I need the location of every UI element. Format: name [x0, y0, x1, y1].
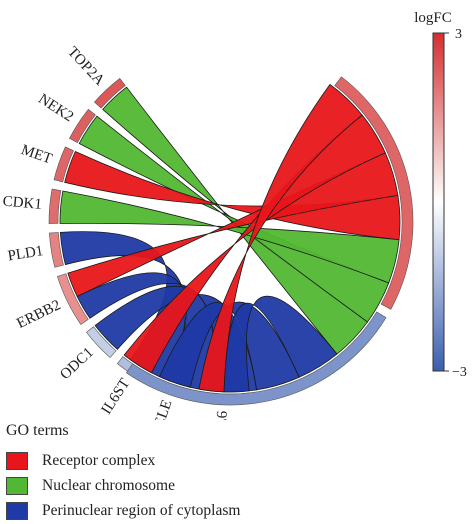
legend-item-nuclear: Nuclear chromosome — [6, 474, 240, 498]
ribbon-cdk1-nuclear — [59, 190, 400, 284]
legend-title: GO terms — [6, 422, 69, 439]
gene-arc-cdk1 — [48, 188, 62, 224]
gene-arc-odc1 — [85, 326, 117, 358]
legend-swatch-receptor — [6, 452, 28, 470]
gene-arc-pld1 — [49, 232, 64, 268]
legend-swatch-perinuclear — [6, 502, 28, 520]
legend-item-perinuclear: Perinuclear region of cytoplasm — [6, 499, 240, 523]
legend-label-receptor: Receptor complex — [42, 452, 156, 469]
term-arc-segment-2 — [334, 76, 414, 310]
colorbar-max-label: 3 — [455, 27, 462, 42]
gene-label-odc1: ODC1 — [57, 345, 97, 383]
arc-layer — [48, 76, 414, 406]
gene-arc-top2a — [94, 77, 126, 109]
gene-label-top2a: TOP2A — [64, 44, 107, 89]
gene-label-cdk1: CDK1 — [2, 194, 42, 213]
ribbon-il6-perinuclear — [223, 295, 338, 393]
legend-label-nuclear: Nuclear chromosome — [42, 477, 175, 494]
gene-arc-erbb2 — [57, 273, 89, 325]
colorbar-gradient — [432, 32, 445, 372]
gene-arc-nek2 — [69, 108, 96, 143]
gene-label-nek2: NEK2 — [35, 91, 76, 125]
gene-label-sele: SELE — [149, 398, 176, 420]
gene-label-erbb2: ERBB2 — [14, 297, 63, 332]
colorbar-min-label: −3 — [452, 365, 467, 380]
gene-label-met: MET — [19, 142, 54, 167]
gene-label-il6: IL6 — [214, 410, 231, 420]
gene-label-il6st: IL6ST — [99, 376, 134, 418]
ribbon-layer — [59, 83, 401, 393]
gene-arc-met — [53, 146, 74, 183]
legend-label-perinuclear: Perinuclear region of cytoplasm — [42, 502, 241, 519]
gene-label-pld1: PLD1 — [7, 243, 45, 264]
legend-swatch-nuclear — [6, 477, 28, 495]
term-arc-segment-1 — [125, 311, 387, 406]
legend-item-receptor: Receptor complex — [6, 449, 240, 473]
logfc-colorbar: logFC 3 −3 — [414, 10, 467, 380]
go-terms-legend: GO terms Receptor complex Nuclear chromo… — [6, 422, 240, 524]
colorbar-title: logFC — [414, 10, 452, 26]
